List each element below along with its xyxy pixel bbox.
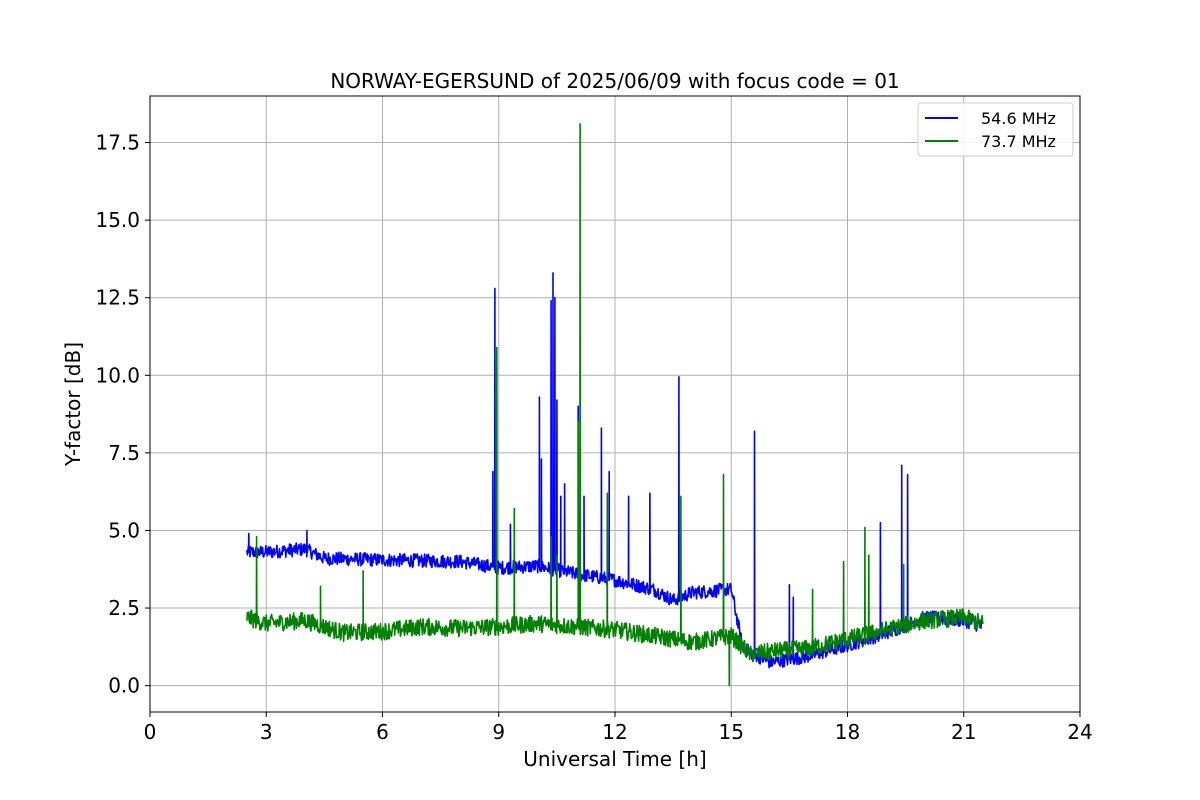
- chart-title: NORWAY-EGERSUND of 2025/06/09 with focus…: [330, 69, 899, 93]
- y-tick-label: 10.0: [95, 363, 140, 387]
- y-tick-label: 5.0: [108, 518, 140, 542]
- x-axis-label: Universal Time [h]: [523, 747, 706, 771]
- x-tick-label: 9: [492, 720, 505, 744]
- x-tick-label: 15: [719, 720, 744, 744]
- legend-label: 54.6 MHz: [981, 109, 1056, 128]
- y-tick-label: 0.0: [108, 674, 140, 698]
- series-line-73-7-mhz: [246, 123, 984, 687]
- y-tick-label: 2.5: [108, 596, 140, 620]
- y-tick-label: 17.5: [95, 131, 140, 155]
- legend-label: 73.7 MHz: [981, 132, 1056, 151]
- x-tick-label: 24: [1067, 720, 1092, 744]
- x-tick-label: 12: [602, 720, 627, 744]
- x-tick-label: 3: [260, 720, 273, 744]
- y-axis-label: Y-factor [dB]: [61, 342, 85, 467]
- x-tick-label: 0: [144, 720, 157, 744]
- legend: 54.6 MHz 73.7 MHz: [917, 102, 1074, 157]
- series-line-54-6-mhz: [246, 272, 984, 669]
- y-tick-label: 15.0: [95, 208, 140, 232]
- x-tick-label: 21: [951, 720, 976, 744]
- y-tick-label: 7.5: [108, 441, 140, 465]
- axis-ticks: 0 3 6 9 12 15 18 21 24 0.0 2.5 5.0 7.5 10.0 12.5 15.0 17…: [95, 131, 1092, 744]
- x-tick-label: 18: [835, 720, 860, 744]
- x-tick-label: 6: [376, 720, 389, 744]
- plot-series: [246, 123, 984, 687]
- legend-box: [917, 102, 1074, 157]
- y-tick-label: 12.5: [95, 286, 140, 310]
